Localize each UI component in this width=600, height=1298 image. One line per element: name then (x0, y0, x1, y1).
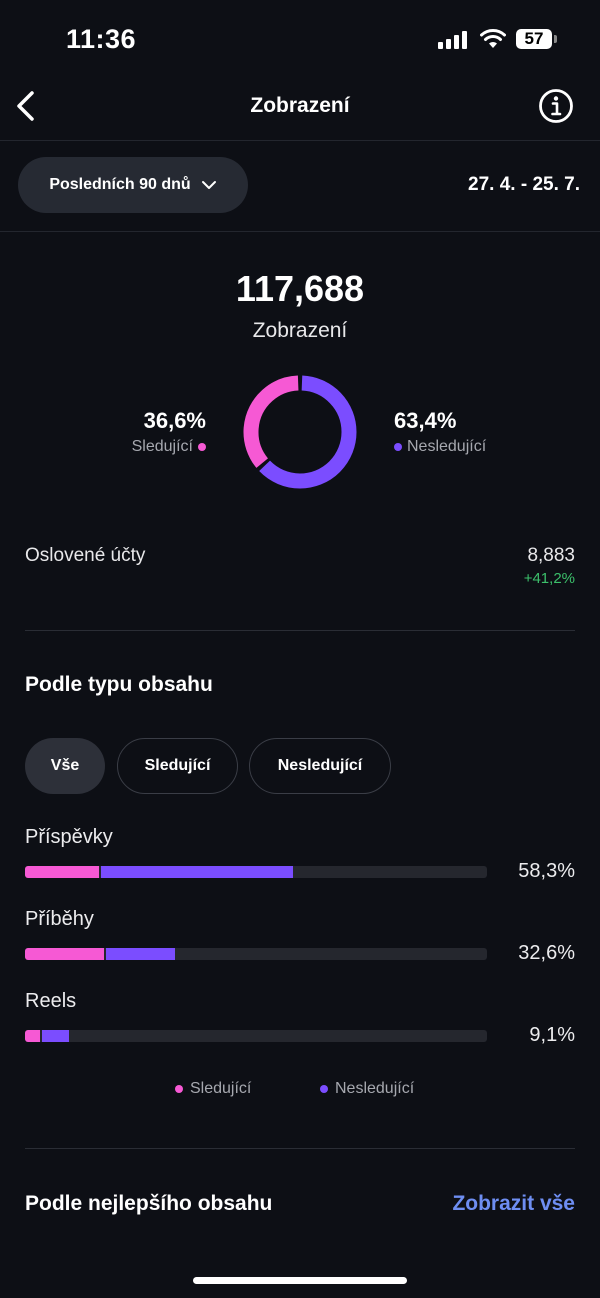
date-range-dates: 27. 4. - 25. 7. (468, 174, 580, 195)
section-divider (25, 630, 575, 631)
stories-followers-bar (25, 948, 104, 960)
content-row-reels-label: Reels (25, 990, 77, 1012)
content-row-reels-pct: 9,1% (529, 1024, 575, 1046)
top-content-title: Podle nejlepšího obsahu (25, 1192, 273, 1215)
content-row-posts-label: Příspěvky (25, 826, 113, 848)
non-followers-share: 63,4% Nesledující (394, 408, 534, 456)
date-range-label: Posledních 90 dnů (49, 176, 191, 193)
battery-level: 57 (516, 29, 552, 49)
non-followers-pct: 63,4% (394, 408, 457, 433)
legend-followers-dot-icon (175, 1085, 183, 1093)
content-row-stories-pct: 32,6% (518, 942, 575, 964)
followers-label: Sledující (131, 438, 193, 455)
date-range-dropdown[interactable]: Posledních 90 dnů (18, 157, 248, 213)
legend-non-followers-dot-icon (320, 1085, 328, 1093)
filter-all-chip[interactable]: Vše (25, 738, 105, 794)
stories-non-followers-bar (105, 948, 176, 960)
posts-followers-bar (25, 866, 99, 878)
reels-non-followers-bar (42, 1030, 70, 1042)
legend-non-followers: Nesledující (320, 1080, 414, 1098)
followers-share: 36,6% Sledující (88, 408, 206, 456)
home-indicator[interactable] (193, 1277, 407, 1284)
cellular-signal-icon (438, 31, 467, 49)
page-title: Zobrazení (250, 94, 350, 117)
content-row-stories-label: Příběhy (25, 908, 94, 930)
status-time: 11:36 (66, 24, 137, 54)
content-row-reels-bar (25, 1030, 487, 1042)
total-views-label: Zobrazení (252, 319, 348, 342)
battery-icon: 57 (516, 29, 558, 51)
chevron-down-icon (201, 181, 216, 189)
back-chevron-icon[interactable] (10, 88, 40, 124)
header-divider (0, 140, 600, 141)
donut-non-followers-segment (243, 375, 357, 489)
donut-followers-segment (243, 375, 357, 489)
reached-accounts-value: 8,883 (527, 545, 575, 566)
reached-accounts-change: +41,2% (523, 570, 575, 587)
reels-followers-bar (25, 1030, 41, 1042)
followers-dot-icon (198, 443, 206, 451)
legend-followers: Sledující (175, 1080, 251, 1098)
legend-followers-label: Sledující (190, 1080, 252, 1097)
posts-non-followers-bar (100, 866, 293, 878)
range-divider (0, 231, 600, 232)
legend-non-followers-label: Nesledující (335, 1080, 415, 1097)
info-icon[interactable] (538, 88, 574, 124)
non-followers-dot-icon (394, 443, 402, 451)
wifi-icon (480, 29, 506, 48)
content-row-posts-pct: 58,3% (518, 860, 575, 882)
filter-non-followers-chip[interactable]: Nesledující (249, 738, 391, 794)
reached-accounts-label: Oslovené účty (25, 545, 146, 566)
content-type-title: Podle typu obsahu (25, 673, 213, 696)
filter-followers-chip[interactable]: Sledující (117, 738, 238, 794)
content-row-stories-bar (25, 948, 487, 960)
followers-donut-chart (243, 375, 357, 489)
non-followers-label: Nesledující (407, 438, 487, 455)
section-divider (25, 1148, 575, 1149)
total-views: 117,688 (235, 268, 365, 309)
followers-pct: 36,6% (143, 408, 206, 433)
content-row-posts-bar (25, 866, 487, 878)
see-all-link[interactable]: Zobrazit vše (452, 1192, 575, 1215)
